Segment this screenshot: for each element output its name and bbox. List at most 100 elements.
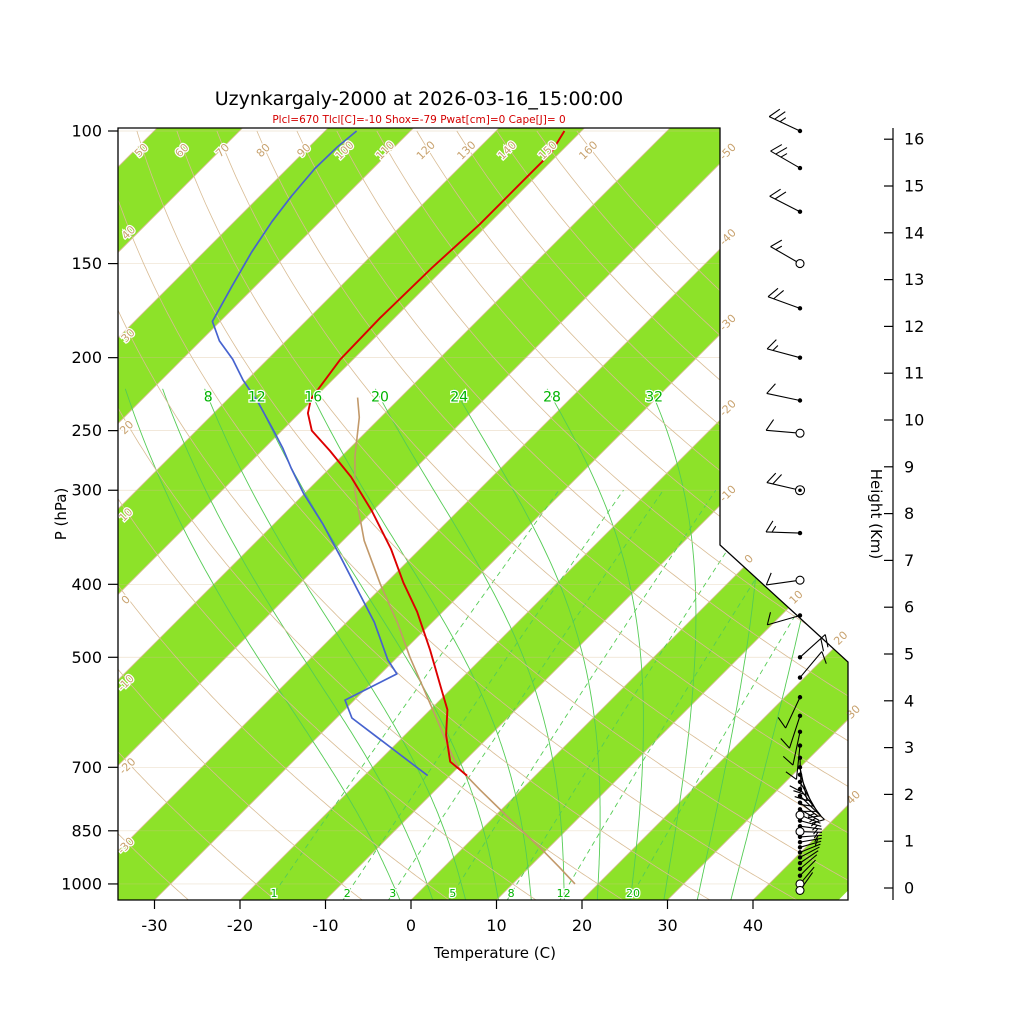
- svg-text:11: 11: [904, 364, 924, 383]
- svg-text:30: 30: [657, 916, 677, 935]
- wind-barb: [765, 419, 805, 438]
- svg-text:28: 28: [543, 390, 561, 406]
- svg-text:0: 0: [119, 593, 133, 607]
- svg-text:2: 2: [344, 887, 351, 900]
- wind-barb: [795, 872, 814, 895]
- svg-text:3: 3: [389, 887, 396, 900]
- svg-text:500: 500: [71, 648, 102, 667]
- svg-text:5: 5: [449, 887, 456, 900]
- wind-barb: [797, 793, 825, 824]
- chart-subtitle: Plcl=670 Tlcl[C]=-10 Shox=-79 Pwat[cm]=0…: [272, 114, 566, 126]
- svg-text:-30: -30: [141, 916, 167, 935]
- svg-text:16: 16: [904, 130, 924, 149]
- wind-barb: [797, 843, 821, 855]
- svg-text:0: 0: [406, 916, 416, 935]
- svg-text:3: 3: [904, 738, 914, 757]
- svg-text:10: 10: [486, 916, 506, 935]
- wind-barbs: [765, 108, 829, 895]
- svg-text:700: 700: [71, 758, 102, 777]
- svg-text:200: 200: [71, 348, 102, 367]
- wind-barb: [797, 800, 818, 817]
- parcel-curve: [354, 397, 576, 885]
- svg-text:7: 7: [904, 551, 914, 570]
- wind-barb: [765, 520, 803, 536]
- svg-text:8: 8: [204, 390, 213, 406]
- svg-text:120: 120: [414, 138, 438, 162]
- wind-barb: [797, 846, 820, 860]
- svg-text:8: 8: [508, 887, 515, 900]
- svg-text:40: 40: [844, 788, 863, 807]
- svg-text:150: 150: [71, 254, 102, 273]
- svg-text:4: 4: [904, 691, 914, 710]
- wind-barb: [766, 472, 806, 496]
- svg-text:80: 80: [254, 141, 273, 160]
- wind-barb: [797, 840, 822, 850]
- wind-barb: [767, 287, 803, 311]
- wind-barb: [785, 743, 803, 780]
- svg-text:2: 2: [904, 785, 914, 804]
- svg-text:10: 10: [787, 588, 806, 607]
- svg-text:20: 20: [831, 629, 850, 648]
- wind-barb: [797, 850, 819, 866]
- plot-area: [118, 128, 848, 900]
- svg-text:-10: -10: [312, 916, 338, 935]
- wind-barb: [797, 837, 822, 846]
- wind-barb: [797, 634, 829, 660]
- svg-text:24: 24: [450, 390, 468, 406]
- svg-text:16: 16: [304, 390, 322, 406]
- svg-text:9: 9: [904, 457, 914, 476]
- svg-text:850: 850: [71, 821, 102, 840]
- moist-adiabats: [124, 388, 839, 900]
- wind-barb: [782, 729, 803, 766]
- svg-text:0: 0: [904, 879, 914, 898]
- svg-text:12: 12: [904, 317, 924, 336]
- chart-title: Uzynkargaly-2000 at 2026-03-16_15:00:00: [214, 88, 624, 110]
- wind-barb: [780, 713, 803, 749]
- wind-barb: [769, 188, 803, 214]
- svg-text:1: 1: [270, 887, 277, 900]
- wind-barb: [797, 786, 822, 819]
- wind-barb: [797, 651, 827, 680]
- wind-barb: [770, 239, 805, 269]
- isotherm-stripes: [118, 128, 848, 900]
- svg-text:32: 32: [645, 390, 663, 406]
- svg-text:160: 160: [576, 138, 600, 162]
- wind-barb: [766, 339, 803, 360]
- pressure-axis-title: P (hPa): [52, 488, 70, 541]
- mixing-ratio-lines: [269, 489, 848, 900]
- svg-text:1000: 1000: [61, 874, 102, 893]
- wind-barb: [777, 695, 803, 729]
- plot-border: [117, 127, 849, 901]
- svg-text:100: 100: [71, 122, 102, 141]
- svg-text:20: 20: [371, 390, 389, 406]
- svg-text:10: 10: [904, 411, 924, 430]
- dewpoint-curve: [211, 130, 429, 777]
- svg-text:1: 1: [904, 832, 914, 851]
- svg-text:8: 8: [904, 504, 914, 523]
- wind-barb: [797, 859, 816, 878]
- svg-text:20: 20: [572, 916, 592, 935]
- wind-barb: [770, 144, 803, 171]
- height-axis-title: Height (Km): [867, 469, 885, 560]
- wind-barb: [766, 612, 803, 626]
- svg-text:15: 15: [904, 177, 924, 196]
- wind-barb: [768, 108, 803, 134]
- wind-barb: [765, 572, 805, 586]
- temperature-curve: [306, 130, 566, 777]
- svg-text:13: 13: [904, 270, 924, 289]
- svg-text:300: 300: [71, 481, 102, 500]
- svg-text:40: 40: [743, 916, 763, 935]
- svg-text:12: 12: [248, 390, 266, 406]
- svg-text:5: 5: [904, 645, 914, 664]
- svg-text:12: 12: [557, 887, 571, 900]
- wind-barb: [766, 383, 803, 403]
- temperature-axis-title: Temperature (C): [433, 944, 556, 962]
- svg-text:14: 14: [904, 223, 924, 242]
- svg-text:-20: -20: [227, 916, 253, 935]
- svg-text:20: 20: [626, 887, 640, 900]
- svg-text:400: 400: [71, 575, 102, 594]
- svg-text:250: 250: [71, 421, 102, 440]
- wind-barb: [797, 854, 818, 872]
